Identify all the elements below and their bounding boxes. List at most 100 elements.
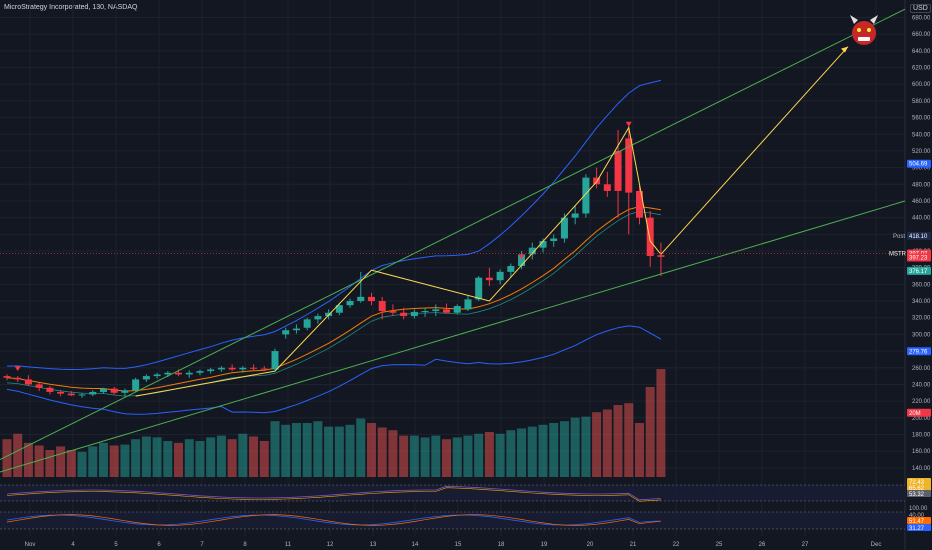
stoch-k-line xyxy=(6,514,661,526)
volume-bar xyxy=(592,412,602,477)
stoch-tag-box xyxy=(907,517,931,524)
devil-horn-left xyxy=(850,15,858,24)
zigzag-line xyxy=(135,126,662,397)
candle-body xyxy=(550,238,558,241)
volume-bar xyxy=(270,421,280,477)
y-tick-label: 240.00 xyxy=(912,382,931,388)
volume-bar xyxy=(23,442,33,477)
x-tick-label: 7 xyxy=(200,542,204,548)
candle-body xyxy=(560,217,568,239)
y-tick-label: 200.00 xyxy=(912,416,931,422)
candle-body xyxy=(175,372,183,375)
upper-band xyxy=(6,79,662,371)
y-tick-label: 340.00 xyxy=(912,299,931,305)
projection-arrow xyxy=(660,46,849,255)
y-tick-label: 360.00 xyxy=(912,282,931,288)
stoch-tag: 40.00 xyxy=(909,513,925,519)
candle-body xyxy=(443,309,451,313)
volume-bar xyxy=(238,433,248,477)
x-tick-label: 25 xyxy=(716,542,723,548)
y-tick-label: 660.00 xyxy=(912,32,931,38)
candle-body xyxy=(196,371,204,373)
volume-bars xyxy=(2,369,666,477)
level-tag-box xyxy=(907,266,931,275)
candle-body xyxy=(239,367,247,370)
volume-bar xyxy=(216,435,226,477)
rsi-tag: 72.43 xyxy=(909,480,925,486)
candle-body xyxy=(464,299,472,310)
upper-band-tag: 504.69 xyxy=(909,162,928,168)
volume-bar xyxy=(120,444,130,477)
volume-bar xyxy=(517,428,527,477)
devil-eye-right xyxy=(867,28,871,32)
volume-bar xyxy=(602,409,612,477)
level-tag: 376.17 xyxy=(909,269,928,275)
x-tick-label: 8 xyxy=(243,542,247,548)
volume-bar xyxy=(163,441,173,477)
volume-bar xyxy=(442,439,452,477)
x-tick-label: 5 xyxy=(114,542,118,548)
currency-badge[interactable]: USD xyxy=(910,4,931,13)
candle-body xyxy=(99,388,107,392)
candle-body xyxy=(603,184,611,191)
stoch-band xyxy=(0,512,905,529)
candle-body xyxy=(400,312,408,317)
volume-bar xyxy=(227,439,237,477)
volume-bar xyxy=(366,423,376,477)
volume-bar xyxy=(452,437,462,477)
volume-bar xyxy=(388,430,398,477)
y-tick-label: 140.00 xyxy=(912,466,931,472)
post-label: Post xyxy=(893,234,905,240)
stoch-d-line xyxy=(6,514,661,526)
candle-body xyxy=(432,309,440,312)
y-tick-label: 680.00 xyxy=(912,15,931,21)
volume-bar xyxy=(549,423,559,477)
x-tick-label: 27 xyxy=(802,542,809,548)
x-tick-label: 4 xyxy=(71,542,75,548)
projection-arrowhead xyxy=(841,46,848,53)
volume-bar xyxy=(334,426,344,477)
volume-bar xyxy=(463,435,473,477)
oscillator-panels xyxy=(0,484,905,530)
candle-body xyxy=(518,254,526,267)
candle-body xyxy=(46,387,54,392)
candle-body xyxy=(35,384,43,388)
volume-bar xyxy=(174,442,184,477)
candle-body xyxy=(485,277,493,281)
candle-body xyxy=(217,367,225,370)
candle-body xyxy=(421,311,429,313)
volume-tag-box xyxy=(907,408,931,417)
y-tick-label: 540.00 xyxy=(912,132,931,138)
x-tick-label: 20 xyxy=(587,542,594,548)
rsi-tag: 65.62 xyxy=(909,486,925,492)
volume-bar xyxy=(356,418,366,477)
volume-bar xyxy=(409,435,419,477)
volume-bar xyxy=(559,421,569,477)
upper-trend-line xyxy=(0,8,906,460)
candlesticks xyxy=(3,124,665,398)
volume-bar xyxy=(249,436,259,477)
y-tick-label: 520.00 xyxy=(912,149,931,155)
candle-body xyxy=(78,394,86,396)
rsi-tag-box xyxy=(907,490,931,497)
candle-body xyxy=(228,367,236,370)
volume-bar xyxy=(656,369,666,477)
y-tick-label: 580.00 xyxy=(912,99,931,105)
candle-body xyxy=(625,138,633,193)
candle-body xyxy=(153,374,161,377)
x-tick-label: 26 xyxy=(759,542,766,548)
x-tick-label: 12 xyxy=(327,542,334,548)
candle-body xyxy=(582,177,590,214)
y-tick-label: 480.00 xyxy=(912,182,931,188)
candle-body xyxy=(3,376,11,378)
x-tick-label: 18 xyxy=(498,542,505,548)
volume-bar xyxy=(581,416,591,477)
y-tick-label: 160.00 xyxy=(912,449,931,455)
x-tick-label: 19 xyxy=(541,542,548,548)
volume-bar xyxy=(291,423,301,477)
signal-marker xyxy=(625,121,632,127)
last-price-tag-2: 397.23 xyxy=(909,255,928,261)
volume-bar xyxy=(431,435,441,477)
volume-bar xyxy=(259,441,269,477)
